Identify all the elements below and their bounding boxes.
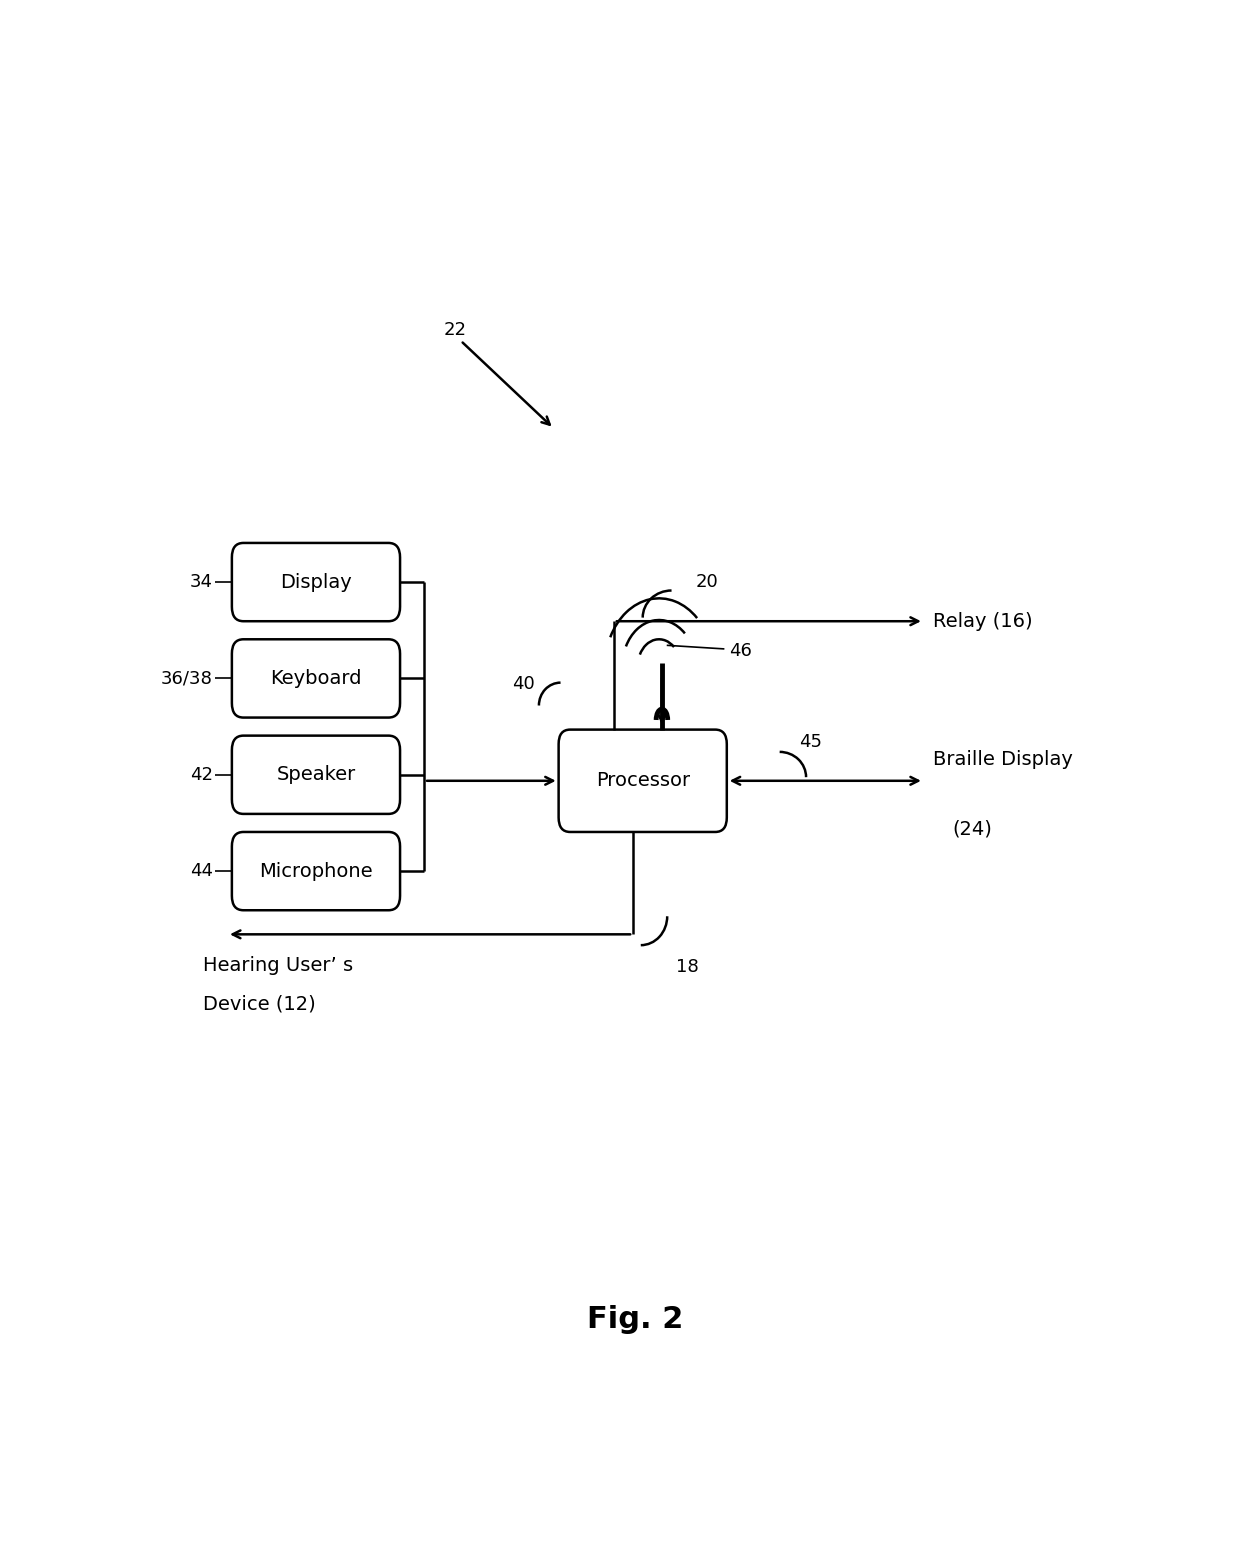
Text: (24): (24) (952, 820, 992, 838)
Text: Processor: Processor (595, 771, 689, 790)
FancyBboxPatch shape (232, 832, 401, 910)
Text: 46: 46 (729, 643, 753, 660)
Text: 20: 20 (696, 572, 718, 591)
Text: Keyboard: Keyboard (270, 669, 362, 688)
FancyBboxPatch shape (232, 735, 401, 813)
Text: Braille Display: Braille Display (934, 749, 1074, 769)
FancyBboxPatch shape (232, 640, 401, 718)
Text: 40: 40 (512, 676, 534, 693)
FancyBboxPatch shape (558, 729, 727, 832)
FancyBboxPatch shape (232, 543, 401, 621)
Text: 36/38: 36/38 (161, 669, 213, 688)
Text: 34: 34 (190, 572, 213, 591)
Text: Device (12): Device (12) (203, 995, 316, 1013)
Text: Display: Display (280, 572, 352, 591)
Text: Microphone: Microphone (259, 862, 373, 881)
Text: 18: 18 (676, 959, 699, 976)
Text: Speaker: Speaker (277, 765, 356, 784)
Text: 45: 45 (799, 732, 822, 751)
Text: 42: 42 (190, 766, 213, 784)
Text: Hearing User’ s: Hearing User’ s (203, 956, 353, 974)
Text: 44: 44 (190, 862, 213, 881)
Text: 22: 22 (444, 321, 466, 339)
Text: Fig. 2: Fig. 2 (588, 1306, 683, 1334)
Text: Relay (16): Relay (16) (934, 612, 1033, 630)
